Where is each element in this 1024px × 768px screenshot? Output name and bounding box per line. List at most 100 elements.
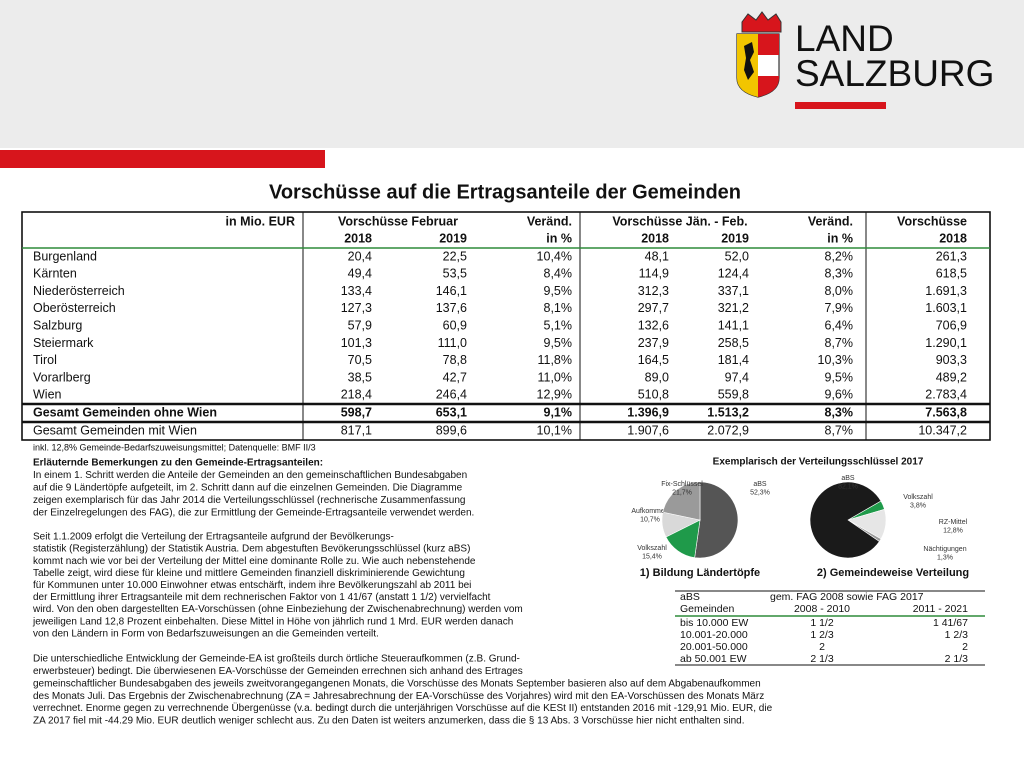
table-cell: 258,5 [718,336,749,350]
header-cell: Vorschüsse Jän. - Feb. [612,214,747,228]
title: Vorschüsse auf die Ertragsanteile der Ge… [269,181,741,203]
table-cell: 510,8 [638,388,669,402]
table-cell: Kärnten [33,267,77,281]
table-cell: 489,2 [936,370,967,384]
slice-label: 82,1% [838,483,858,490]
table-cell: Oberösterreich [33,301,116,315]
abs-head: 2011 - 2021 [913,603,968,615]
table-cell: 218,4 [341,388,372,402]
table-cell: 559,8 [718,388,749,402]
table-cell: 9,1% [544,405,573,419]
note-line: erwerbsteuer) bedingt. Die überwiesenen … [33,666,523,677]
table-cell: 20,4 [348,249,372,263]
table-cell: 9,5% [825,370,854,384]
slice-name: aBS [753,481,767,488]
stripe-top [758,34,779,55]
table-cell: 5,1% [544,318,573,332]
table-cell: 297,7 [638,301,669,315]
table-cell: 10,4% [537,249,572,263]
header-cell: in Mio. EUR [226,214,295,228]
table-cell: 111,0 [438,336,467,350]
accent-bar [0,150,325,168]
note-line: zeigen exemplarisch für das Jahr 2014 di… [33,495,465,506]
abs-cell: 2 1/3 [810,653,834,665]
note-line: ZA 2017 fiel mit -44.29 Mio. EUR deutlic… [33,716,745,727]
main-table: in Mio. EUR Vorschüsse Februar Veränd. V… [21,211,991,441]
table-cell: Gesamt Gemeinden ohne Wien [33,405,217,419]
header-cell: Veränd. [527,214,572,228]
table-cell: 618,5 [936,267,967,281]
notes: Erläuternde Bemerkungen zu den Gemeinde-… [32,458,773,727]
table-cell: 8,7% [825,336,854,350]
table-cell: 181,4 [718,353,749,367]
note-line: auf die 9 Ländertöpfe aufgeteilt, im 2. … [33,483,463,494]
table-cell: 57,9 [348,318,372,332]
slice-label: 15,4% [642,553,662,560]
table-cell: 337,1 [718,284,749,298]
table-border [21,211,991,441]
abs-table: aBS gem. FAG 2008 sowie FAG 2017 Gemeind… [675,590,985,666]
table-cell: 12,9% [537,388,572,402]
table-cell: 49,4 [348,267,372,281]
footnote: inkl. 12,8% Gemeinde-Bedarfszuweisungsmi… [33,442,316,452]
abs-head: Gemeinden [680,603,734,615]
abs-head: 2008 - 2010 [794,603,850,615]
logo-text: LAND [795,18,894,59]
table-cell: 132,6 [638,318,669,332]
abs-cell: 2 [962,641,968,653]
table-cell: 127,3 [341,301,372,315]
table-cell: 246,4 [436,388,467,402]
table-cell: 124,4 [718,267,749,281]
slice-label: 10,7% [640,516,660,523]
table-cell: 8,4% [544,267,573,281]
note-line: gemeinschaftlicher Bundesabgaben des jew… [33,678,761,689]
table-cell: Tirol [33,353,57,367]
table-cell: Salzburg [33,318,82,332]
header-cell: 2019 [439,231,467,245]
slice-name: Volkszahl [903,494,933,501]
table-cell: 706,9 [936,318,967,332]
table-cell: 237,9 [638,336,669,350]
table-cell: 2.072,9 [707,423,749,437]
table-cell: 899,6 [436,423,467,437]
note-line: für Kommunen unter 10.000 Einwohner etwa… [33,580,471,591]
header-cell: Veränd. [808,214,853,228]
header-cell: 2018 [344,231,372,245]
slice-name: aBS [841,475,855,482]
table-cell: 70,5 [348,353,372,367]
abs-cell: bis 10.000 EW [680,617,748,629]
slice-name: Aufkommen [631,508,668,515]
table-cell: 11,8% [537,353,572,367]
slice-name: RZ-Mittel [939,519,968,526]
table-cell: 10,1% [537,423,572,437]
table-cell: Wien [33,388,62,402]
pie-caption: 2) Gemeindeweise Verteilung [817,567,969,579]
table-cell: 8,7% [825,423,854,437]
table-cell: 38,5 [348,370,372,384]
table-cell: 137,6 [436,301,467,315]
note-line: des Monats Juli. Das Ergebnis der Zwisch… [33,691,764,702]
header-band [0,0,1024,148]
note-line: Tabelle zeigt, wird diese für kleine und… [33,568,465,579]
table-cell: 8,3% [825,267,854,281]
header-cell: Vorschüsse [897,214,967,228]
table-cell: 2.783,4 [925,388,967,402]
table-cell: Steiermark [33,336,94,350]
table-cell: 114,9 [639,267,669,281]
abs-cell: 20.001-50.000 [680,641,748,653]
slice-label: 52,3% [750,489,770,496]
abs-head: aBS [680,591,700,603]
table-cell: 9,6% [825,388,854,402]
table-cell: 8,1% [544,301,573,315]
abs-cell: 1 41/67 [933,617,968,629]
header-cell: 2019 [721,231,749,245]
table-cell: 8,3% [825,405,854,419]
table-cell: 321,2 [718,301,749,315]
note-line: der Einzelregelungen des FAG), die zur E… [33,507,474,518]
header-cell: 2018 [939,231,967,245]
slice-name: Volkszahl [637,545,667,552]
table-cell: 78,8 [443,353,467,367]
table-cell: 7.563,8 [925,405,967,419]
note-line: statistik (Registerzählung) der Statisti… [33,544,470,555]
header-cell: in % [827,231,853,245]
